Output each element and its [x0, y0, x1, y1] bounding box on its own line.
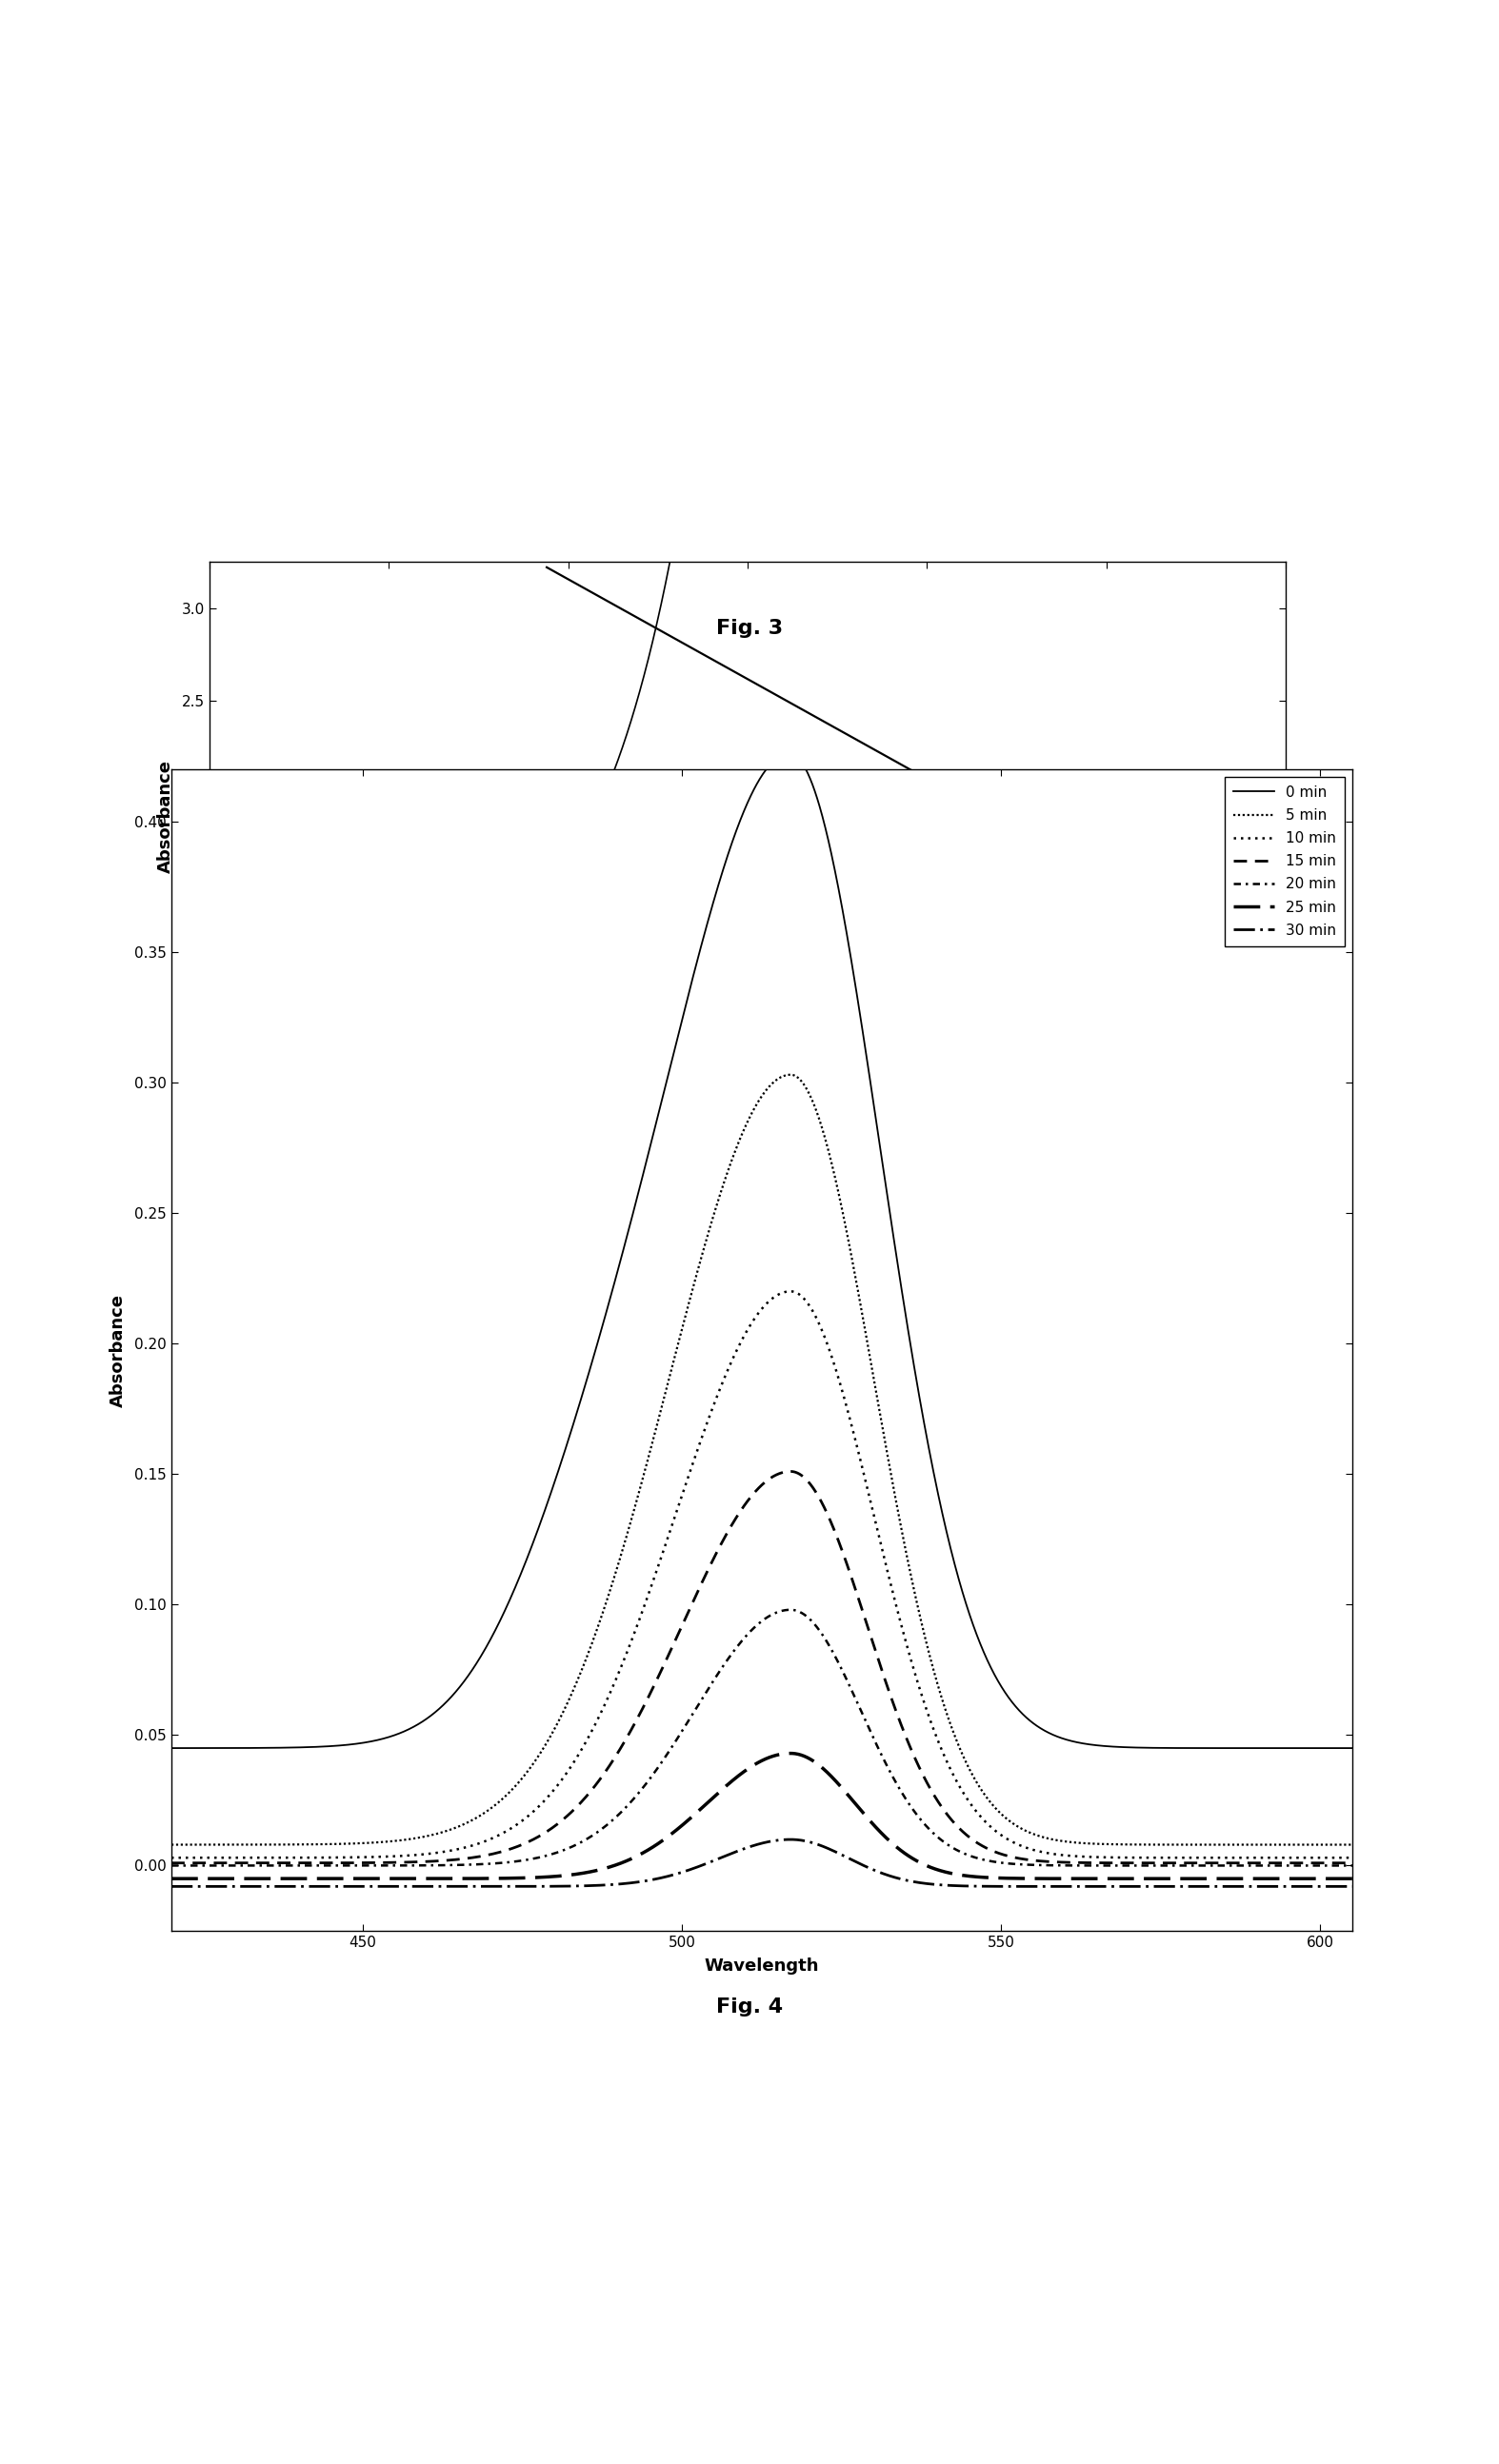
0 min: [1093, 1732, 1111, 1762]
25 min: [1339, 1863, 1357, 1892]
15 min: [1093, 1848, 1111, 1878]
10 min: [1343, 1843, 1361, 1873]
25 min: [162, 1863, 180, 1892]
15 min: [162, 1848, 180, 1878]
0 min: [736, 793, 754, 823]
5 min: [1310, 1831, 1328, 1860]
15 min: [736, 1488, 754, 1518]
30 min: [706, 1846, 724, 1875]
10 min: [223, 1843, 241, 1873]
30 min: [1309, 1873, 1327, 1902]
Line: 20 min: 20 min: [171, 1609, 1352, 1865]
Line: 30 min: 30 min: [171, 1841, 1352, 1887]
30 min: [1343, 1873, 1361, 1902]
20 min: [781, 1594, 799, 1624]
25 min: [1343, 1863, 1361, 1892]
0 min: [162, 1732, 180, 1762]
20 min: [736, 1621, 754, 1651]
Legend: 0 min, 5 min, 10 min, 15 min, 20 min, 25 min, 30 min: 0 min, 5 min, 10 min, 15 min, 20 min, 25…: [1225, 776, 1345, 946]
5 min: [1309, 1831, 1327, 1860]
30 min: [223, 1873, 241, 1902]
20 min: [1343, 1850, 1361, 1880]
10 min: [162, 1843, 180, 1873]
20 min: [706, 1666, 724, 1695]
15 min: [706, 1542, 724, 1572]
5 min: [781, 1060, 799, 1089]
25 min: [706, 1781, 724, 1811]
X-axis label: Wavelength: Wavelength: [705, 1959, 820, 1974]
20 min: [1309, 1850, 1327, 1880]
Line: 25 min: 25 min: [171, 1754, 1352, 1878]
30 min: [781, 1826, 799, 1855]
5 min: [223, 1831, 241, 1860]
10 min: [736, 1318, 754, 1348]
Line: 0 min: 0 min: [171, 754, 1352, 1747]
20 min: [162, 1850, 180, 1880]
25 min: [736, 1757, 754, 1786]
Y-axis label: Absorbance: Absorbance: [109, 1294, 126, 1407]
Line: 5 min: 5 min: [171, 1074, 1352, 1846]
5 min: [1093, 1828, 1111, 1858]
Y-axis label: Absorbance: Absorbance: [157, 759, 174, 872]
30 min: [736, 1833, 754, 1863]
Text: Fig. 3: Fig. 3: [717, 618, 782, 638]
15 min: [781, 1456, 799, 1486]
20 min: [223, 1850, 241, 1880]
15 min: [1310, 1848, 1328, 1878]
20 min: [1093, 1850, 1111, 1880]
15 min: [1309, 1848, 1327, 1878]
X-axis label: Bandgap (eV): Bandgap (eV): [682, 1099, 812, 1116]
Text: Fig. 4: Fig. 4: [717, 1998, 782, 2016]
25 min: [1310, 1863, 1328, 1892]
0 min: [223, 1732, 241, 1762]
25 min: [1309, 1863, 1327, 1892]
0 min: [781, 739, 799, 769]
20 min: [1310, 1850, 1328, 1880]
15 min: [223, 1848, 241, 1878]
10 min: [1093, 1843, 1111, 1873]
0 min: [1309, 1732, 1327, 1762]
15 min: [1343, 1848, 1361, 1878]
5 min: [1343, 1831, 1361, 1860]
30 min: [1310, 1873, 1328, 1902]
0 min: [706, 885, 724, 914]
10 min: [706, 1390, 724, 1419]
Line: 10 min: 10 min: [171, 1291, 1352, 1858]
10 min: [1309, 1843, 1327, 1873]
5 min: [736, 1111, 754, 1141]
0 min: [1343, 1732, 1361, 1762]
Line: 15 min: 15 min: [171, 1471, 1352, 1863]
25 min: [223, 1863, 241, 1892]
10 min: [781, 1276, 799, 1306]
5 min: [706, 1198, 724, 1227]
10 min: [1310, 1843, 1328, 1873]
30 min: [1093, 1873, 1111, 1902]
5 min: [162, 1831, 180, 1860]
0 min: [1310, 1732, 1328, 1762]
30 min: [162, 1873, 180, 1902]
25 min: [1093, 1863, 1111, 1892]
25 min: [781, 1740, 799, 1769]
